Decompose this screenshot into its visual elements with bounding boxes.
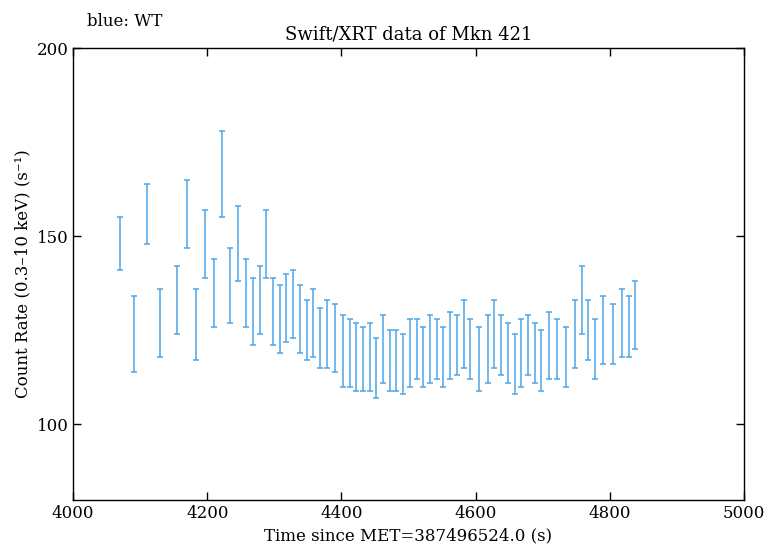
Title: Swift/XRT data of Mkn 421: Swift/XRT data of Mkn 421 [285,26,532,44]
X-axis label: Time since MET=387496524.0 (s): Time since MET=387496524.0 (s) [265,527,552,544]
Y-axis label: Count Rate (0.3–10 keV) (s⁻¹): Count Rate (0.3–10 keV) (s⁻¹) [14,150,31,398]
Text: blue: WT: blue: WT [86,13,162,30]
